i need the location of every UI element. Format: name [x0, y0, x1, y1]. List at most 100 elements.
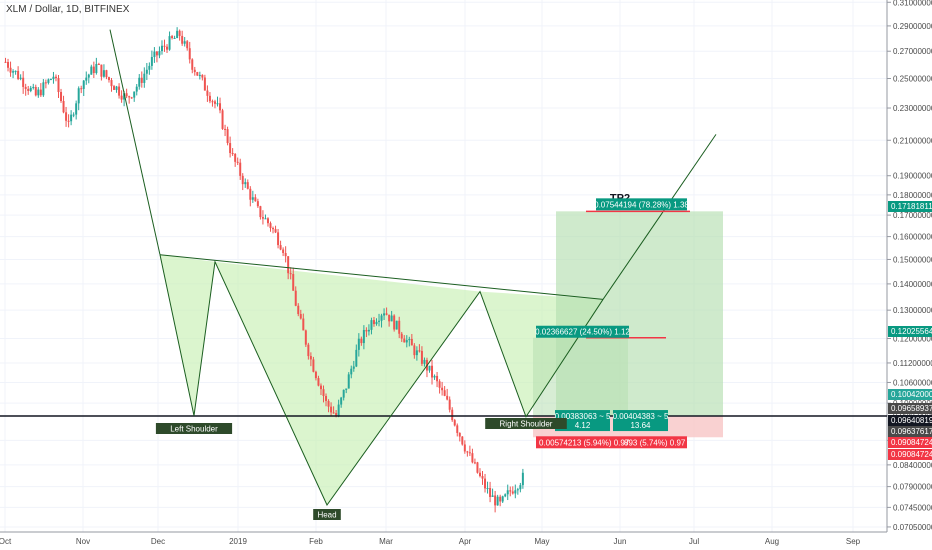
candle-body: [441, 387, 444, 391]
candle-body: [360, 338, 363, 344]
y-tick-label: 0.14000000: [893, 280, 932, 289]
candle-body: [27, 88, 30, 91]
price-badge-bg: [888, 403, 932, 414]
candle-body: [393, 315, 396, 330]
candle-body: [100, 64, 103, 77]
x-tick-label: Oct: [0, 537, 12, 546]
y-tick-label: 0.07900000: [893, 483, 932, 492]
candle-body: [458, 432, 461, 437]
candle-body: [403, 338, 406, 343]
x-tick-label: Sep: [846, 537, 861, 546]
entry-info-2-value: 13.64: [630, 421, 651, 430]
candle-body: [476, 462, 479, 473]
candle-body: [357, 338, 360, 350]
candle-body: [72, 114, 75, 116]
downtrend-line: [109, 29, 161, 255]
tp1-profit-label: 0.02366627 (24.50%) 1.12: [535, 328, 630, 337]
y-tick-label: 0.10600000: [893, 378, 932, 387]
candle-body: [282, 249, 285, 253]
candle-body: [65, 112, 68, 121]
candle-body: [484, 478, 487, 489]
candle-body: [57, 78, 60, 93]
candle-body: [181, 35, 184, 44]
candle-body: [206, 90, 209, 96]
candle-body: [428, 365, 431, 371]
candle-body: [128, 96, 131, 98]
y-tick-label: 0.31000000: [893, 0, 932, 7]
candle-body: [266, 218, 269, 224]
candle-body: [365, 329, 368, 332]
candle-body: [378, 320, 381, 322]
candle-body: [446, 395, 449, 400]
candle-body: [92, 66, 95, 74]
head-label: Head: [317, 511, 336, 520]
candle-body: [345, 388, 348, 390]
candle-body: [352, 366, 355, 369]
candle-body: [118, 86, 121, 96]
candle-body: [486, 488, 489, 490]
candle-body: [9, 67, 12, 73]
candle-body: [153, 51, 156, 57]
candle-body: [143, 73, 146, 83]
candle-body: [325, 396, 328, 401]
tp2-profit-label-bg: [596, 198, 687, 211]
x-tick-label: Mar: [379, 537, 393, 546]
y-tick-label: 0.19000000: [893, 172, 932, 181]
price-badge: 0.09637617: [891, 427, 932, 436]
candle-body: [514, 490, 517, 494]
x-tick-label: May: [534, 537, 549, 546]
y-tick-label: 0.16000000: [893, 233, 932, 242]
candle-body: [135, 86, 138, 92]
candle-body: [380, 315, 383, 321]
candle-body: [29, 87, 32, 91]
candle-body: [221, 110, 224, 129]
candle-body: [234, 153, 237, 162]
y-tick-label: 0.23000000: [893, 104, 932, 113]
candle-body: [340, 397, 343, 405]
y-tick-label: 0.07050000: [893, 523, 932, 532]
left-shoulder-label: Left Shoulder: [170, 425, 218, 434]
candle-body: [468, 452, 471, 454]
candle-body: [319, 385, 322, 390]
head-area: [215, 261, 480, 506]
candle-body: [249, 188, 252, 200]
candle-body: [375, 321, 378, 325]
candle-body: [509, 490, 512, 492]
candle-body: [269, 223, 272, 229]
candle-body: [82, 80, 85, 89]
candle-body: [277, 232, 280, 246]
candle-body: [188, 48, 191, 60]
candle-body: [239, 162, 242, 176]
candle-body: [105, 70, 108, 78]
candle-body: [327, 400, 330, 407]
entry-info-1-bg: [555, 410, 610, 432]
candle-body: [34, 86, 37, 96]
candle-body: [193, 69, 196, 73]
candle-body: [448, 399, 451, 410]
candle-body: [521, 472, 524, 486]
candle-body: [67, 120, 70, 122]
candle-body: [173, 37, 176, 39]
candle-body: [383, 313, 386, 316]
candle-body: [491, 495, 494, 497]
candle-body: [302, 318, 305, 331]
candle-body: [160, 45, 163, 52]
candle-body: [473, 462, 476, 464]
chart-title: XLM / Dollar, 1D, BITFINEX: [6, 4, 130, 15]
stop-label-1: 0.00574213 (5.94%) 0.97: [539, 438, 630, 447]
x-tick-label: Jul: [689, 537, 699, 546]
candle-body: [24, 86, 27, 89]
price-badge: 0.09640819: [891, 416, 932, 425]
candle-body: [178, 30, 181, 36]
candle-body: [385, 313, 388, 315]
candle-body: [272, 228, 275, 230]
x-tick-label: Aug: [765, 537, 779, 546]
price-badge-bg: [888, 201, 932, 212]
candle-body: [62, 101, 65, 113]
price-badge-bg: [888, 426, 932, 437]
candle-body: [22, 77, 25, 87]
candle-body: [224, 128, 227, 130]
price-badge-bg: [888, 326, 932, 337]
candle-body: [125, 93, 128, 97]
entry-info-1: 0.00383063 ~ 5: [555, 412, 611, 421]
